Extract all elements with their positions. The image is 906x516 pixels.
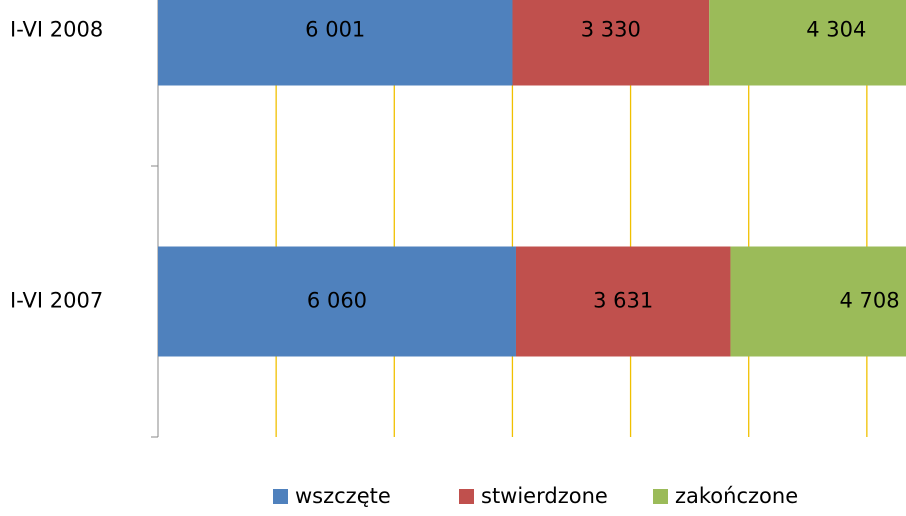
bar-segment: [515, 246, 731, 357]
legend-swatch: [273, 489, 288, 504]
bar-segment: [730, 246, 906, 357]
legend-label: stwierdzone: [481, 484, 608, 508]
legend-label: wszczęte: [295, 484, 391, 508]
data-label: 6 060: [307, 289, 367, 313]
y-tick-label: I-VI 2008: [10, 18, 103, 42]
legend-label: zakończone: [675, 484, 798, 508]
data-label: 4 708: [839, 289, 899, 313]
bar-segment: [709, 0, 906, 86]
data-label: 4 304: [806, 18, 866, 42]
bar-segment: [512, 0, 710, 86]
data-label: 3 330: [581, 18, 641, 42]
data-label: 6 001: [305, 18, 365, 42]
bar-segment: [158, 246, 516, 357]
legend-swatch: [459, 489, 474, 504]
data-label: 3 631: [593, 289, 653, 313]
bar-segment: [158, 0, 513, 86]
legend-swatch: [653, 489, 668, 504]
y-tick-label: I-VI 2007: [10, 289, 103, 313]
